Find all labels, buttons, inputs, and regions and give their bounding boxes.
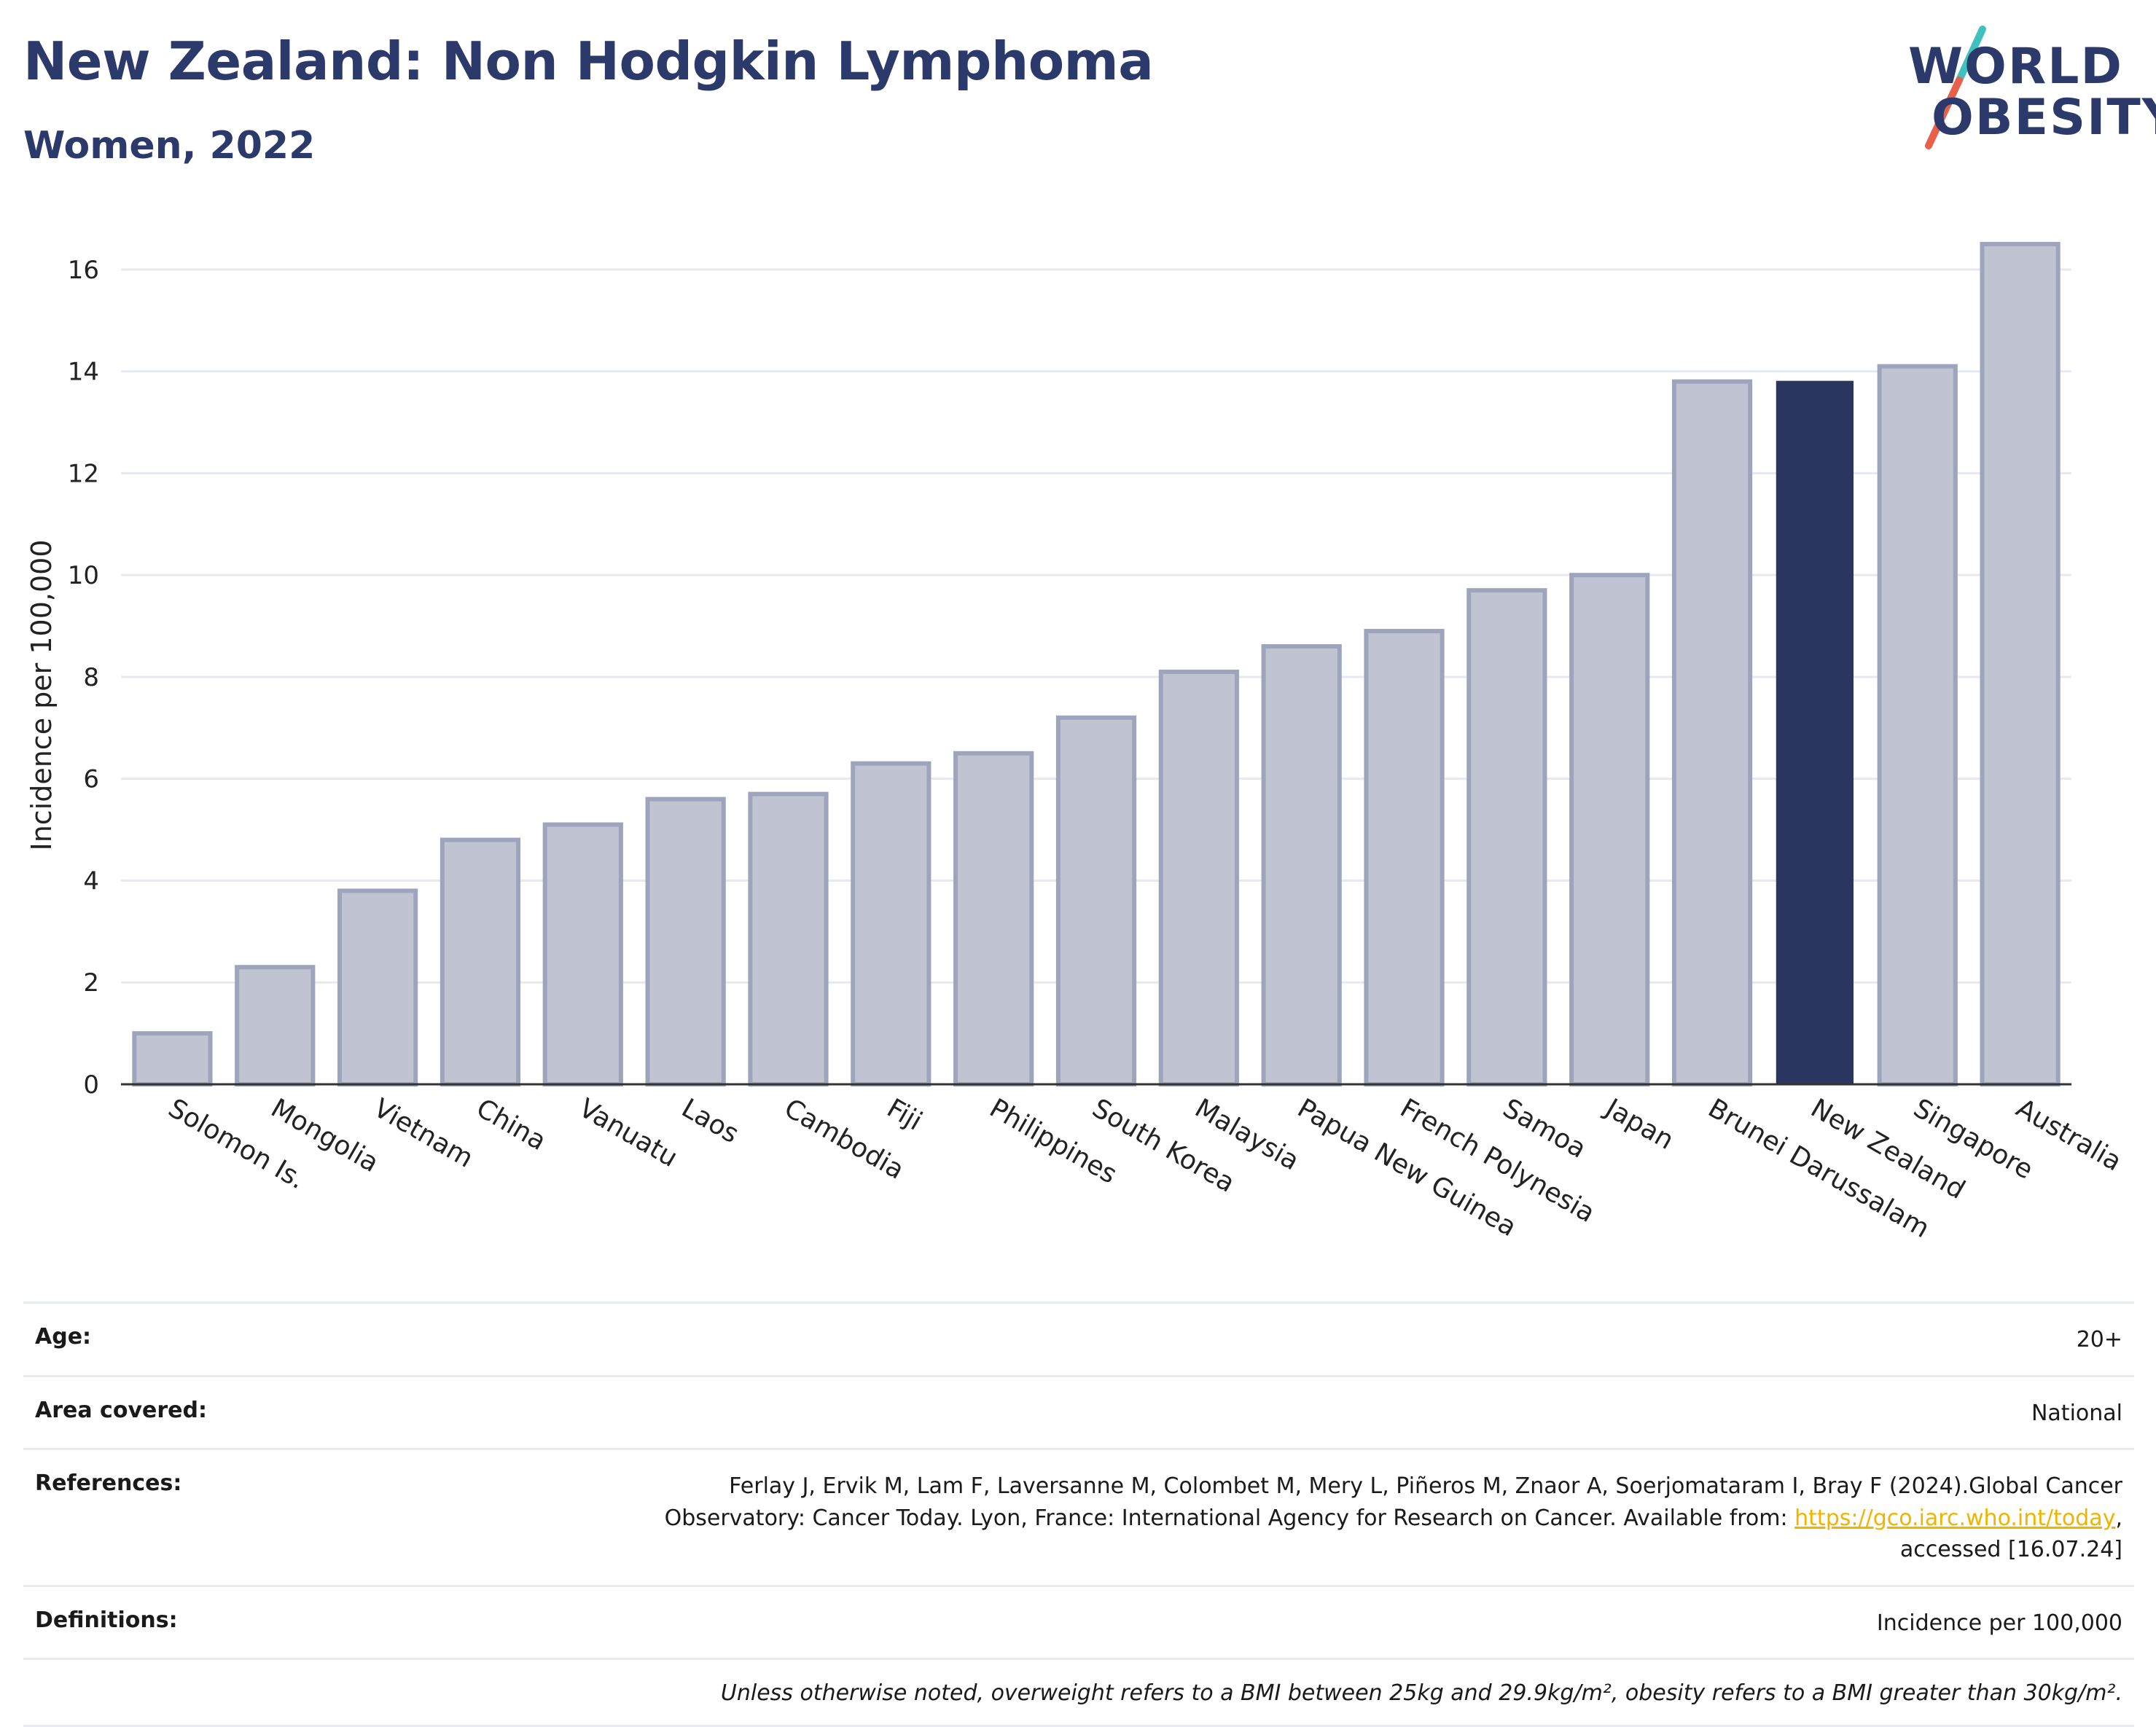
bar-samoa bbox=[1466, 588, 1547, 1086]
bar-mongolia bbox=[235, 965, 316, 1087]
y-tick-label: 2 bbox=[83, 968, 99, 998]
bar-china bbox=[440, 837, 521, 1086]
bar-singapore bbox=[1877, 364, 1958, 1086]
page-title: New Zealand: Non Hodgkin Lymphoma bbox=[23, 31, 1154, 92]
info-row-references: References: Ferlay J, Ervik M, Lam F, La… bbox=[23, 1448, 2134, 1585]
bar-vanuatu bbox=[542, 822, 623, 1086]
info-table: Age: 20+ Area covered: National Referenc… bbox=[23, 1301, 2134, 1727]
references-text-4: accessed [16.07.24] bbox=[1899, 1537, 2122, 1562]
references-link[interactable]: https://gco.iarc.who.int/today bbox=[1794, 1505, 2116, 1531]
info-row-note: Unless otherwise noted, overweight refer… bbox=[23, 1658, 2134, 1727]
area-value: National bbox=[2031, 1400, 2122, 1426]
area-label: Area covered: bbox=[35, 1397, 207, 1423]
age-value: 20+ bbox=[2076, 1327, 2122, 1352]
bar-papua-new-guinea bbox=[1261, 644, 1342, 1086]
references-text-1: Ferlay J, Ervik M, Lam F, Laversanne M, … bbox=[729, 1473, 2122, 1499]
bar-vietnam bbox=[337, 888, 418, 1087]
bar-french-polynesia bbox=[1364, 629, 1445, 1086]
x-tick-label: Vietnam bbox=[369, 1093, 478, 1174]
x-tick-label: Laos bbox=[676, 1093, 743, 1149]
world-obesity-logo: WORLD OBESITY bbox=[1895, 20, 2156, 159]
definitions-label: Definitions: bbox=[35, 1607, 178, 1633]
references-text-3: , bbox=[2115, 1505, 2122, 1531]
y-tick-label: 12 bbox=[68, 459, 99, 488]
bar-malaysia bbox=[1158, 669, 1239, 1086]
bar-fiji bbox=[851, 761, 931, 1086]
references-text-2: Observatory: Cancer Today. Lyon, France:… bbox=[664, 1505, 1795, 1531]
page-subtitle: Women, 2022 bbox=[23, 124, 316, 168]
y-tick-label: 0 bbox=[83, 1070, 99, 1100]
x-tick-label: Japan bbox=[1599, 1092, 1679, 1156]
x-tick-label: Vanuatu bbox=[574, 1093, 682, 1173]
logo-slash-icon bbox=[1925, 26, 1986, 149]
bar-japan bbox=[1569, 573, 1650, 1086]
y-tick-label: 8 bbox=[83, 663, 99, 692]
y-tick-label: 14 bbox=[68, 358, 99, 387]
y-tick-label: 16 bbox=[68, 256, 99, 285]
references-value: Ferlay J, Ervik M, Lam F, Laversanne M, … bbox=[665, 1471, 2122, 1566]
bmi-note: Unless otherwise noted, overweight refer… bbox=[720, 1680, 2122, 1706]
x-tick-label: Fiji bbox=[882, 1093, 927, 1137]
bar-solomon-is- bbox=[132, 1031, 213, 1087]
y-tick-label: 4 bbox=[83, 866, 99, 896]
bar-brunei-darussalam bbox=[1671, 379, 1753, 1086]
bar-philippines bbox=[953, 751, 1034, 1086]
bar-south-korea bbox=[1055, 715, 1137, 1086]
definitions-value: Incidence per 100,000 bbox=[1876, 1610, 2122, 1636]
age-label: Age: bbox=[35, 1324, 92, 1350]
logo-word-obesity: OBESITY bbox=[1932, 89, 2156, 146]
y-axis-label: Incidence per 100,000 bbox=[26, 539, 58, 850]
y-tick-label: 6 bbox=[83, 765, 99, 794]
bar-australia bbox=[1980, 241, 2061, 1087]
x-tick-label: China bbox=[471, 1093, 551, 1156]
logo-word-world: WORLD bbox=[1908, 38, 2123, 95]
references-label: References: bbox=[35, 1471, 182, 1496]
bar-chart: 0 2 4 6 8 10 12 14 16 Incidence per 100,000 Solomo… bbox=[0, 175, 2156, 1312]
bar-new-zealand bbox=[1776, 380, 1854, 1085]
info-row-age: Age: 20+ bbox=[23, 1301, 2134, 1375]
info-row-area: Area covered: National bbox=[23, 1374, 2134, 1449]
y-tick-label: 10 bbox=[68, 561, 99, 590]
info-row-definitions: Definitions: Incidence per 100,000 bbox=[23, 1584, 2134, 1659]
bar-cambodia bbox=[748, 791, 829, 1086]
bar-laos bbox=[645, 796, 726, 1086]
